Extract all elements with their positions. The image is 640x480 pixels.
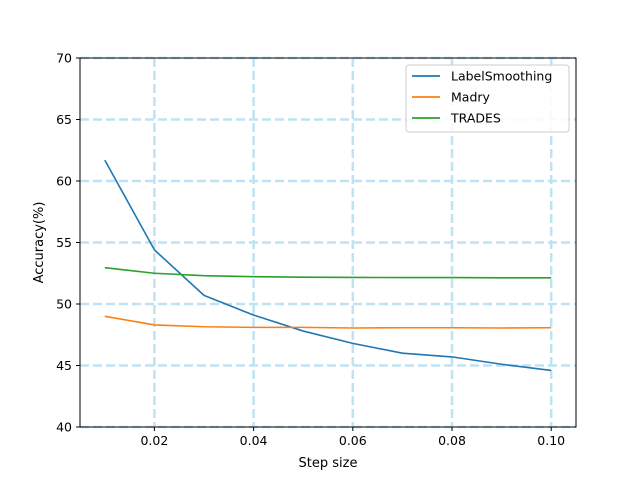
- y-tick-label: 60: [56, 174, 72, 189]
- y-axis-label: Accuracy(%): [32, 202, 47, 284]
- x-axis-label: Step size: [299, 456, 358, 471]
- series-lines: [104, 159, 552, 372]
- series-line-madry: [104, 315, 552, 329]
- legend-label: TRADES: [450, 111, 501, 126]
- x-tick-label: 0.04: [240, 433, 268, 448]
- legend-label: Madry: [451, 90, 491, 105]
- series-line-labelsmoothing: [104, 159, 552, 372]
- series-line-trades: [104, 266, 552, 279]
- y-axis-ticks: 40 45 50 55 60 65 70: [56, 51, 80, 435]
- legend: LabelSmoothing Madry TRADES: [405, 64, 570, 133]
- y-tick-label: 65: [56, 112, 72, 127]
- legend-box: [405, 64, 570, 133]
- y-tick-label: 40: [56, 420, 72, 435]
- y-tick-label: 50: [56, 297, 72, 312]
- legend-label: LabelSmoothing: [451, 69, 552, 84]
- grid-lines: [80, 56, 576, 429]
- y-tick-label: 55: [56, 235, 72, 250]
- x-tick-label: 0.08: [438, 433, 466, 448]
- x-tick-label: 0.06: [339, 433, 367, 448]
- x-tick-label: 0.02: [140, 433, 168, 448]
- x-axis-ticks: 0.02 0.04 0.06 0.08 0.10: [140, 427, 565, 448]
- x-tick-label: 0.10: [537, 433, 565, 448]
- y-tick-label: 70: [56, 51, 72, 66]
- y-tick-label: 45: [56, 358, 72, 373]
